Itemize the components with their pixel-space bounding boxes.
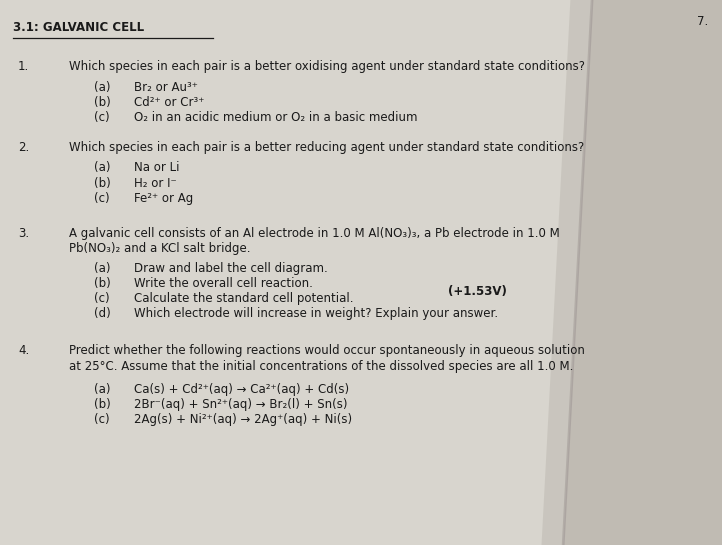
Text: 3.: 3.: [18, 227, 29, 240]
Text: Write the overall cell reaction.: Write the overall cell reaction.: [134, 277, 313, 290]
Text: (c): (c): [94, 192, 110, 205]
Text: A galvanic cell consists of an Al electrode in 1.0 M Al(NO₃)₃, a Pb electrode in: A galvanic cell consists of an Al electr…: [69, 227, 560, 240]
Text: (a): (a): [94, 262, 110, 275]
Text: Br₂ or Au³⁺: Br₂ or Au³⁺: [134, 81, 197, 94]
Polygon shape: [0, 0, 592, 545]
Text: (b): (b): [94, 96, 110, 109]
Text: (a): (a): [94, 383, 110, 396]
Text: 1.: 1.: [18, 60, 30, 73]
Text: (c): (c): [94, 111, 110, 124]
Text: (c): (c): [94, 413, 110, 426]
Text: (d): (d): [94, 307, 110, 320]
Text: (b): (b): [94, 177, 110, 190]
Text: 2Br⁻(aq) + Sn²⁺(aq) → Br₂(l) + Sn(s): 2Br⁻(aq) + Sn²⁺(aq) → Br₂(l) + Sn(s): [134, 398, 347, 411]
Text: at 25°C. Assume that the initial concentrations of the dissolved species are all: at 25°C. Assume that the initial concent…: [69, 360, 573, 373]
Text: (c): (c): [94, 292, 110, 305]
Text: (b): (b): [94, 277, 110, 290]
Text: Which species in each pair is a better oxidising agent under standard state cond: Which species in each pair is a better o…: [69, 60, 585, 73]
Text: Calculate the standard cell potential.: Calculate the standard cell potential.: [134, 292, 353, 305]
Text: 2Ag(s) + Ni²⁺(aq) → 2Ag⁺(aq) + Ni(s): 2Ag(s) + Ni²⁺(aq) → 2Ag⁺(aq) + Ni(s): [134, 413, 352, 426]
Text: 2.: 2.: [18, 141, 30, 154]
Text: Cd²⁺ or Cr³⁺: Cd²⁺ or Cr³⁺: [134, 96, 204, 109]
Text: 3.1: GALVANIC CELL: 3.1: GALVANIC CELL: [13, 21, 144, 34]
Text: Na or Li: Na or Li: [134, 161, 179, 174]
Text: Fe²⁺ or Ag: Fe²⁺ or Ag: [134, 192, 193, 205]
Text: H₂ or I⁻: H₂ or I⁻: [134, 177, 176, 190]
Text: Draw and label the cell diagram.: Draw and label the cell diagram.: [134, 262, 327, 275]
Text: (a): (a): [94, 161, 110, 174]
Text: (b): (b): [94, 398, 110, 411]
Text: (a): (a): [94, 81, 110, 94]
Text: Ca(s) + Cd²⁺(aq) → Ca²⁺(aq) + Cd(s): Ca(s) + Cd²⁺(aq) → Ca²⁺(aq) + Cd(s): [134, 383, 349, 396]
Text: Predict whether the following reactions would occur spontaneously in aqueous sol: Predict whether the following reactions …: [69, 344, 585, 358]
Text: Pb(NO₃)₂ and a KCl salt bridge.: Pb(NO₃)₂ and a KCl salt bridge.: [69, 242, 250, 255]
Polygon shape: [542, 0, 592, 545]
Text: 7.: 7.: [697, 15, 708, 28]
Text: 4.: 4.: [18, 344, 30, 358]
Text: (+1.53V): (+1.53V): [448, 284, 507, 298]
Text: O₂ in an acidic medium or O₂ in a basic medium: O₂ in an acidic medium or O₂ in a basic …: [134, 111, 417, 124]
Text: Which species in each pair is a better reducing agent under standard state condi: Which species in each pair is a better r…: [69, 141, 584, 154]
Text: Which electrode will increase in weight? Explain your answer.: Which electrode will increase in weight?…: [134, 307, 497, 320]
